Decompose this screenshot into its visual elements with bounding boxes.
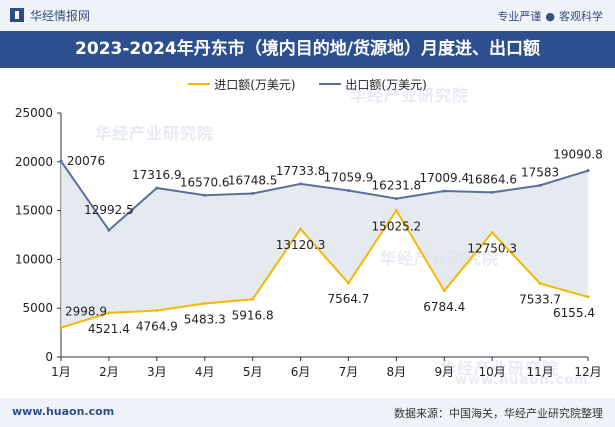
title-bar: 2023-2024年丹东市（境内目的地/货源地）月度进、出口额 [0, 31, 615, 68]
footer-url: www.huaon.com [12, 405, 115, 418]
export-point [442, 189, 446, 193]
import-data-label: 6155.4 [553, 306, 595, 320]
export-data-label: 16570.6 [180, 175, 230, 189]
import-point [394, 208, 398, 212]
export-point [586, 169, 590, 173]
export-point [251, 192, 255, 196]
watermark-text: 华经产业研究院 [95, 124, 215, 143]
legend-swatch-import [188, 83, 211, 85]
import-point [59, 326, 63, 330]
export-point [299, 182, 303, 186]
export-data-label: 20076 [67, 154, 105, 168]
legend-label-import: 进口额(万美元) [214, 78, 296, 92]
import-data-label: 7564.7 [327, 292, 369, 306]
export-point [107, 228, 111, 232]
export-data-label: 17583 [521, 165, 559, 179]
export-point [155, 186, 159, 190]
x-tick-label: 9月 [434, 365, 454, 379]
x-tick-label: 12月 [574, 365, 601, 379]
x-tick-label: 11月 [526, 365, 553, 379]
legend-item-export: 出口额(万美元) [319, 76, 427, 93]
legend-item-import: 进口额(万美元) [188, 76, 296, 93]
export-series-line [60, 160, 589, 232]
export-point [490, 190, 494, 194]
export-point [203, 193, 207, 197]
tagline-right: 客观科学 [559, 10, 603, 23]
x-tick-label: 10月 [479, 365, 506, 379]
export-point [538, 183, 542, 187]
import-point [203, 301, 207, 305]
import-point [107, 311, 111, 315]
chart-area: 0 5000 10000 15000 20000 25000 1月 2月 3月 4月 5月 6月 7月 8… [15, 106, 603, 379]
export-data-label: 12992.5 [84, 203, 134, 217]
area-between-series [61, 161, 588, 328]
import-point [251, 297, 255, 301]
export-point [394, 197, 398, 201]
x-tick-label: 2月 [99, 365, 119, 379]
import-data-label: 4764.9 [136, 319, 178, 333]
import-point [490, 231, 494, 235]
tagline-left: 专业严谨 [497, 10, 542, 23]
export-data-label: 16864.6 [467, 172, 517, 186]
tagline: 专业严谨 ● 客观科学 [497, 8, 603, 24]
brand: 华经情报网 [10, 7, 90, 24]
export-data-label: 17733.8 [276, 164, 326, 178]
brand-logo-icon [10, 8, 24, 22]
import-point [442, 289, 446, 293]
export-data-label: 17316.9 [132, 168, 182, 182]
x-tick-label: 6月 [291, 365, 311, 379]
y-tick-label: 5000 [22, 301, 53, 315]
import-point [155, 308, 159, 312]
watermark-text: 华经产业研究院 [440, 359, 560, 378]
import-point [538, 281, 542, 285]
export-point [59, 159, 63, 163]
export-data-label: 17009.4 [419, 171, 469, 185]
import-data-label: 5916.8 [232, 308, 274, 322]
export-data-label: 17059.9 [324, 170, 374, 184]
export-data-label: 16231.8 [372, 179, 422, 193]
x-tick-label: 3月 [147, 365, 167, 379]
import-data-label: 12750.3 [467, 242, 517, 256]
legend-label-export: 出口额(万美元) [345, 78, 427, 92]
y-tick-label: 20000 [15, 155, 53, 169]
legend: 进口额(万美元) 出口额(万美元) [0, 76, 615, 93]
chart-title: 2023-2024年丹东市（境内目的地/货源地）月度进、出口额 [75, 39, 540, 59]
import-data-label: 6784.4 [423, 300, 465, 314]
import-data-label: 2998.9 [65, 305, 107, 319]
x-tick-label: 1月 [51, 365, 71, 379]
x-tick-label: 8月 [387, 365, 407, 379]
x-tick-label: 7月 [339, 365, 359, 379]
y-tick-label: 15000 [15, 204, 53, 218]
dot-separator-icon: ● [545, 10, 555, 23]
import-data-label: 13120.3 [276, 238, 326, 252]
import-data-label: 5483.3 [184, 312, 226, 326]
top-bar: 华经情报网 专业严谨 ● 客观科学 [0, 0, 615, 31]
footer-source: 数据来源：中国海关，华经产业研究院整理 [394, 407, 603, 420]
brand-name: 华经情报网 [30, 9, 91, 23]
import-data-label: 4521.4 [88, 322, 130, 336]
import-data-label: 7533.7 [519, 292, 561, 306]
x-tick-label: 4月 [195, 365, 215, 379]
import-series-line [60, 208, 589, 329]
watermark-url: www.huaon.com [455, 373, 589, 388]
export-data-label: 19090.8 [553, 148, 603, 162]
import-data-label: 15025.2 [372, 219, 422, 233]
watermark-text: 华经产业研究院 [350, 86, 470, 105]
import-point [346, 281, 350, 285]
y-tick-label: 25000 [15, 106, 53, 120]
y-tick-label: 0 [45, 350, 53, 364]
import-point [299, 227, 303, 231]
legend-swatch-export [319, 83, 342, 85]
x-tick-label: 5月 [243, 365, 263, 379]
export-point [346, 188, 350, 192]
y-tick-label: 10000 [15, 252, 53, 266]
import-point [586, 295, 590, 299]
footer: www.huaon.com 数据来源：中国海关，华经产业研究院整理 [0, 398, 615, 427]
export-data-label: 16748.5 [228, 174, 278, 188]
